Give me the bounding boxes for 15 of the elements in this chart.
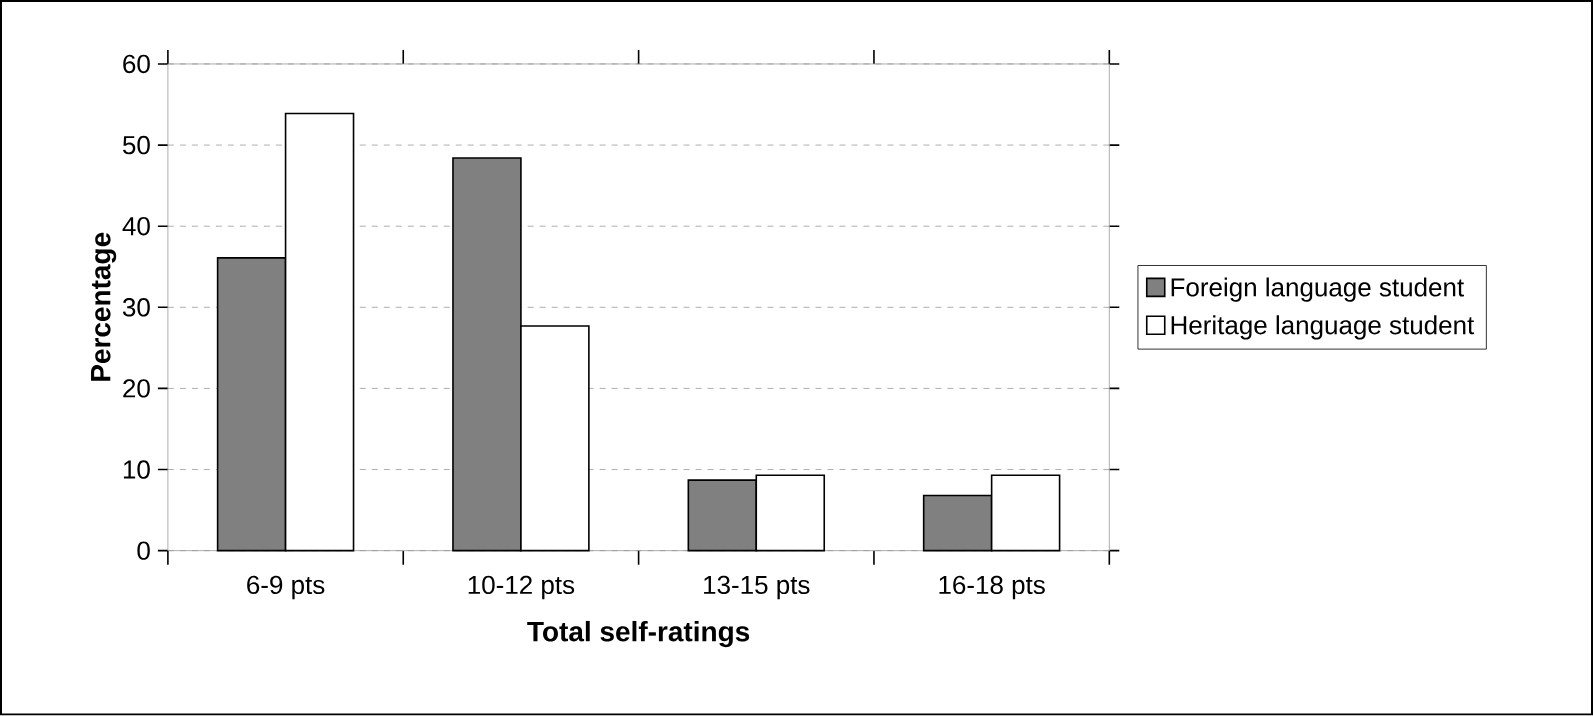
x-tick-label: 13-15 pts xyxy=(704,575,810,600)
legend-label: Heritage language student xyxy=(1171,315,1475,340)
x-tick-label: 10-12 pts xyxy=(468,575,575,600)
y-tick-label: 50 xyxy=(122,136,150,155)
y-tick-label: 40 xyxy=(122,217,150,236)
x-axis-title: Total self-ratings xyxy=(527,621,750,648)
y-tick-label: 0 xyxy=(137,541,150,561)
legend-label: Foreign language student xyxy=(1171,277,1464,302)
x-tick-label: 16-18 pts xyxy=(939,575,1045,600)
x-tick-label: 6-9 pts xyxy=(247,575,325,600)
y-tick-label: 30 xyxy=(122,298,150,317)
y-tick-label: 20 xyxy=(123,379,150,398)
y-axis-title: Percentage xyxy=(91,233,117,382)
y-tick-label: 10 xyxy=(123,460,150,479)
y-tick-label: 60 xyxy=(123,54,150,74)
